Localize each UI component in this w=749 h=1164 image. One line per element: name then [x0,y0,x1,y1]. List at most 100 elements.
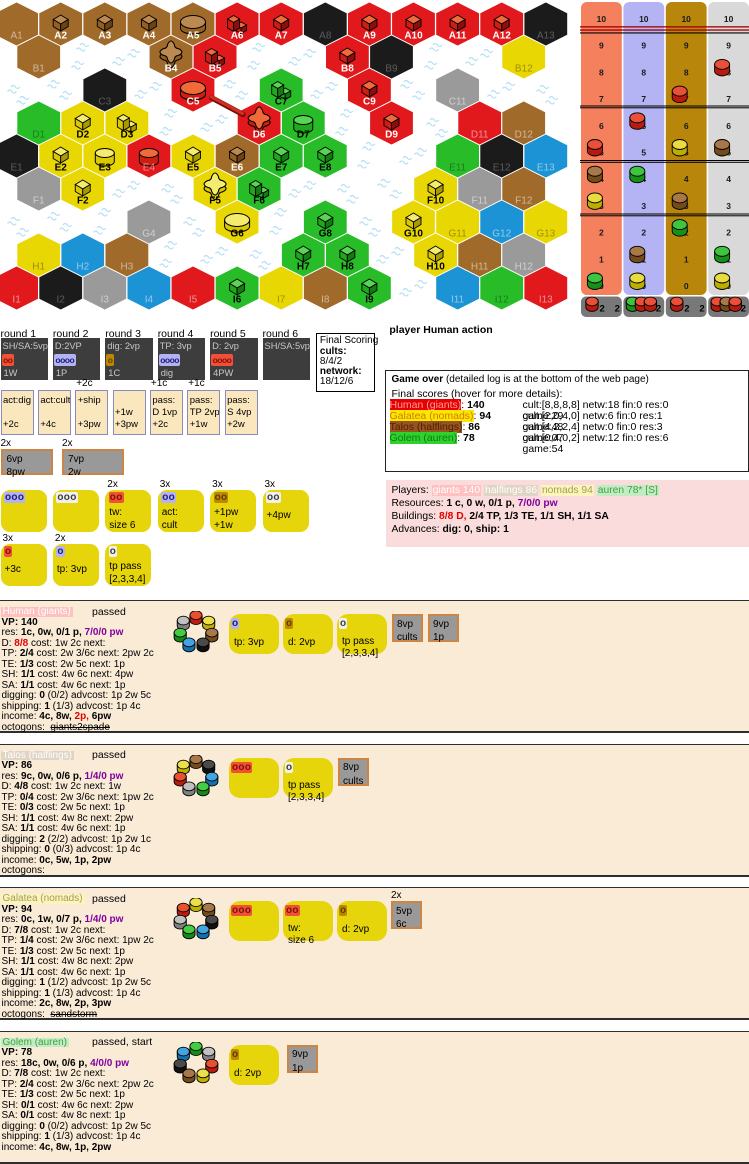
svg-text:E2: E2 [55,163,68,174]
svg-text:I1: I1 [12,295,21,306]
svg-text:G13: G13 [536,229,555,240]
svg-text:I5: I5 [189,295,198,306]
svg-text:I4: I4 [145,295,154,306]
svg-text:H12: H12 [515,262,534,273]
svg-text:C11: C11 [449,97,467,108]
svg-text:I8: I8 [321,295,330,306]
svg-text:E7: E7 [275,163,288,174]
svg-text:9: 9 [726,41,731,51]
svg-text:2 2 2: 2 2 2 [684,304,723,315]
svg-text:E11: E11 [449,163,466,174]
svg-text:G4: G4 [142,229,156,240]
svg-text:5: 5 [641,148,646,158]
svg-text:E13: E13 [537,163,555,174]
svg-text:I2: I2 [57,295,66,306]
svg-text:I7: I7 [277,295,286,306]
svg-text:H11: H11 [471,262,489,273]
svg-text:A12: A12 [493,31,512,42]
svg-text:F11: F11 [471,196,488,207]
svg-text:G11: G11 [449,229,468,240]
svg-text:D1: D1 [32,130,45,141]
svg-text:7: 7 [726,94,731,104]
svg-text:I9: I9 [365,295,374,306]
svg-text:I13: I13 [539,295,553,306]
svg-text:3: 3 [726,201,731,211]
svg-text:A5: A5 [187,31,200,42]
svg-text:E6: E6 [231,163,244,174]
svg-text:D11: D11 [471,130,489,141]
svg-text:A2: A2 [54,31,67,42]
svg-text:10: 10 [597,14,607,24]
svg-text:A7: A7 [275,31,288,42]
svg-text:A13: A13 [537,31,555,42]
svg-text:I6: I6 [233,295,242,306]
svg-text:B1: B1 [33,64,46,75]
svg-text:E5: E5 [187,163,200,174]
svg-text:F1: F1 [33,196,45,207]
svg-text:9: 9 [641,41,646,51]
svg-text:E8: E8 [319,163,332,174]
svg-text:A6: A6 [231,31,244,42]
svg-text:10: 10 [681,14,691,24]
svg-text:1: 1 [599,254,604,264]
svg-text:F10: F10 [427,196,445,207]
svg-text:0: 0 [684,281,689,291]
svg-text:G10: G10 [404,229,423,240]
svg-text:2: 2 [741,304,746,315]
svg-text:F12: F12 [515,196,533,207]
svg-text:9: 9 [599,41,604,51]
svg-text:I11: I11 [451,295,465,306]
svg-text:6: 6 [684,121,689,131]
svg-text:7: 7 [599,94,604,104]
svg-text:4: 4 [684,174,689,184]
svg-text:2: 2 [656,304,661,315]
svg-text:H2: H2 [76,262,89,273]
svg-text:A10: A10 [404,31,423,42]
svg-text:A11: A11 [449,31,467,42]
svg-text:H10: H10 [426,262,445,273]
svg-text:10: 10 [724,14,734,24]
svg-text:E4: E4 [143,163,156,174]
svg-text:3: 3 [641,201,646,211]
svg-text:C5: C5 [187,97,200,108]
svg-text:D12: D12 [515,130,534,141]
svg-text:A4: A4 [143,31,156,42]
svg-text:D9: D9 [385,130,398,141]
svg-text:E12: E12 [493,163,511,174]
svg-text:2: 2 [726,228,731,238]
svg-text:A1: A1 [10,31,23,42]
svg-text:B9: B9 [385,64,398,75]
svg-text:8: 8 [684,67,689,77]
svg-text:8: 8 [599,67,604,77]
svg-text:F2: F2 [77,196,89,207]
svg-text:8: 8 [641,67,646,77]
svg-text:A3: A3 [98,31,111,42]
svg-text:D7: D7 [297,130,310,141]
svg-text:D6: D6 [253,130,266,141]
svg-text:H1: H1 [32,262,45,273]
svg-text:4: 4 [726,174,731,184]
svg-text:B12: B12 [515,64,533,75]
svg-text:D2: D2 [76,130,89,141]
svg-text:B5: B5 [209,64,222,75]
svg-text:F5: F5 [209,196,221,207]
svg-text:6: 6 [599,121,604,131]
svg-text:I3: I3 [101,295,110,306]
svg-text:A9: A9 [363,31,376,42]
svg-text:1: 1 [684,254,689,264]
svg-text:2: 2 [641,228,646,238]
svg-text:G12: G12 [492,229,511,240]
svg-text:F6: F6 [253,196,265,207]
svg-text:B4: B4 [165,64,178,75]
svg-text:9: 9 [684,41,689,51]
svg-text:2: 2 [599,228,604,238]
svg-text:C7: C7 [275,97,288,108]
svg-text:H3: H3 [121,262,134,273]
svg-text:H8: H8 [341,262,354,273]
svg-text:C9: C9 [363,97,376,108]
svg-text:E3: E3 [99,163,112,174]
svg-text:7: 7 [641,94,646,104]
svg-text:G6: G6 [230,229,244,240]
svg-text:B8: B8 [341,64,354,75]
svg-text:A8: A8 [319,31,332,42]
